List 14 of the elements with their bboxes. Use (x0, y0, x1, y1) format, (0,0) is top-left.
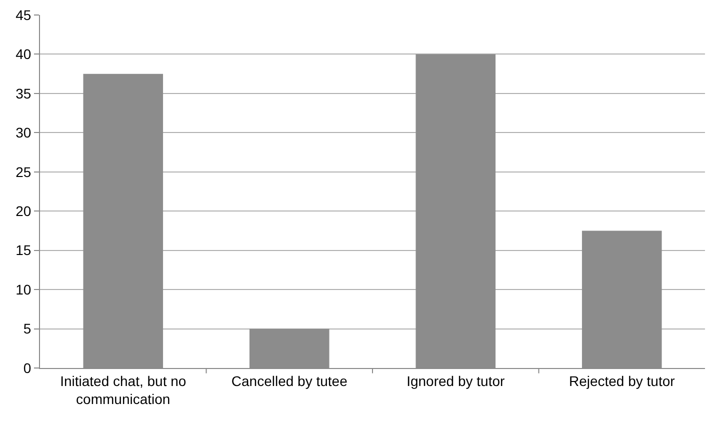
y-tick-label: 20 (16, 203, 32, 220)
y-tick-label: 15 (16, 242, 32, 258)
y-tick-label: 25 (16, 164, 32, 180)
x-tick-label: Rejected by tutor (568, 372, 676, 389)
x-tick-label: Ignored by tutor (406, 372, 505, 389)
y-tick-label: 0 (23, 360, 32, 376)
x-tick-label: Initiated chat, but no communication (60, 372, 186, 407)
y-tick-label: 45 (16, 6, 32, 23)
y-tick-label: 30 (16, 124, 32, 141)
y-tick-label: 10 (16, 281, 32, 298)
y-tick-label: 5 (23, 320, 32, 337)
y-tick-label: 35 (16, 85, 32, 102)
x-tick-label: Cancelled by tutee (231, 372, 348, 389)
y-tick-label: 40 (16, 46, 32, 62)
